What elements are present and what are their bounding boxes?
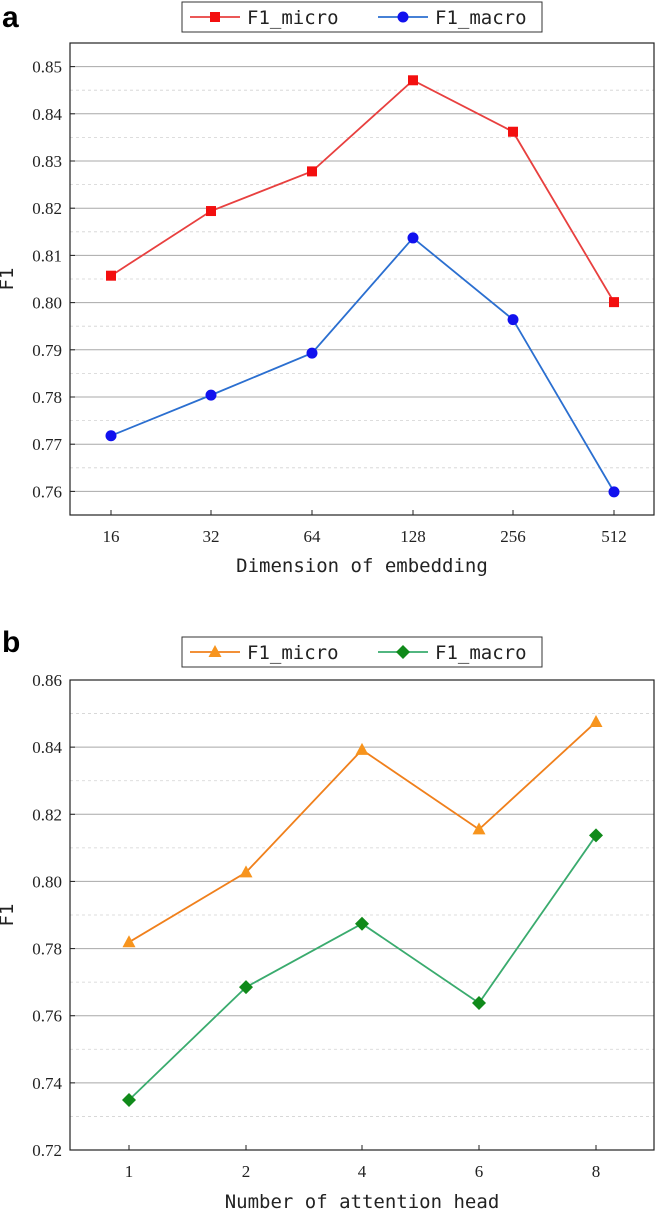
legend: F1_micro F1_macro (181, 1, 543, 33)
y-tick-label: 0.76 (32, 482, 62, 501)
legend-marker (396, 645, 410, 659)
data-point (355, 742, 369, 755)
legend-marker (210, 12, 220, 22)
legend-label: F1_macro (435, 7, 527, 29)
data-point (589, 828, 603, 843)
y-tick-label: 0.85 (32, 58, 62, 77)
y-tick-label: 0.86 (32, 671, 62, 690)
y-tick-label: 0.81 (32, 246, 62, 265)
x-tick-label: 1 (125, 1162, 134, 1181)
legend-box (181, 636, 543, 668)
x-tick-label: 2 (242, 1162, 251, 1181)
x-tick-label: 8 (592, 1162, 601, 1181)
x-tick-label: 32 (203, 527, 220, 546)
x-tick-label: 64 (304, 527, 322, 546)
y-tick-label: 0.83 (32, 152, 62, 171)
y-tick-label: 0.79 (32, 341, 62, 360)
panel-b-letter: b (2, 626, 20, 659)
legend-marker (208, 645, 222, 657)
legend-label: F1_macro (435, 642, 527, 664)
y-tick-label: 0.82 (32, 805, 62, 824)
data-point (609, 297, 619, 308)
y-tick-label: 0.76 (32, 1007, 62, 1026)
x-tick-label: 128 (400, 527, 426, 546)
data-point (307, 166, 317, 177)
x-tick-label: 256 (500, 527, 526, 546)
data-point (122, 1092, 136, 1107)
legend-marker (397, 11, 409, 23)
data-point (239, 980, 253, 995)
x-tick-label: 4 (358, 1162, 367, 1181)
plot-frame (69, 42, 655, 516)
data-point (206, 206, 216, 217)
legend: F1_micro F1_macro (181, 636, 543, 668)
x-axis-label: Dimension of embedding (236, 555, 488, 577)
y-tick-label: 0.80 (32, 294, 62, 313)
data-point (106, 270, 116, 281)
y-axis-label: F1 (0, 268, 18, 291)
data-point (507, 314, 519, 326)
series-line (110, 79, 615, 303)
series-line (110, 236, 615, 493)
data-point (407, 232, 419, 244)
series-f1-micro (122, 714, 603, 948)
y-axis: 0.72 0.74 0.76 0.78 0.80 0.82 0.84 0.86 (32, 671, 75, 1160)
legend-box (181, 1, 543, 33)
data-point (306, 347, 318, 359)
data-point (508, 126, 518, 137)
legend-label: F1_micro (247, 642, 339, 664)
data-point (472, 995, 486, 1010)
y-axis-label: F1 (0, 904, 18, 927)
panel-a: 0.76 0.77 0.78 0.79 0.80 0.81 0.82 0.83 0.84 0.85… (0, 1, 655, 577)
series-f1-macro (122, 828, 603, 1107)
data-point (205, 389, 217, 401)
series-f1-macro (105, 232, 620, 498)
x-tick-label: 16 (103, 527, 120, 546)
y-tick-label: 0.80 (32, 872, 62, 891)
panel-b: 0.72 0.74 0.76 0.78 0.80 0.82 0.84 0.86 1 2 4 6 8 Num… (0, 626, 655, 1210)
y-tick-label: 0.82 (32, 199, 62, 218)
y-tick-label: 0.84 (32, 105, 62, 124)
y-tick-label: 0.78 (32, 940, 62, 959)
y-tick-label: 0.74 (32, 1074, 62, 1093)
panel-a-letter: a (2, 1, 19, 34)
data-point (105, 430, 117, 442)
y-tick-label: 0.78 (32, 388, 62, 407)
data-point (589, 714, 603, 727)
data-point (472, 822, 486, 835)
data-point (239, 865, 253, 878)
data-point (122, 935, 136, 948)
legend-label: F1_micro (247, 7, 339, 29)
y-tick-label: 0.72 (32, 1141, 62, 1160)
series-f1-micro (106, 75, 619, 308)
y-tick-label: 0.77 (32, 435, 62, 454)
x-axis-label: Number of attention head (225, 1191, 500, 1210)
data-point (408, 75, 418, 86)
x-tick-label: 512 (601, 527, 627, 546)
x-axis: 1 2 4 6 8 (125, 1145, 601, 1181)
data-point (608, 486, 620, 498)
y-tick-label: 0.84 (32, 738, 62, 757)
y-axis: 0.76 0.77 0.78 0.79 0.80 0.81 0.82 0.83 0.84 0.85 (32, 58, 75, 501)
x-tick-label: 6 (475, 1162, 484, 1181)
x-axis: 16 32 64 128 256 512 (103, 510, 627, 546)
data-point (355, 916, 369, 931)
